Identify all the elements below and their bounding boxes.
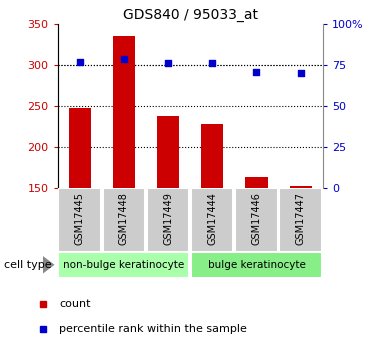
- Bar: [113, 37, 135, 188]
- Bar: [290, 186, 312, 188]
- Text: GSM17446: GSM17446: [252, 192, 262, 245]
- Bar: [147, 188, 189, 252]
- Bar: [191, 252, 322, 278]
- Point: [165, 61, 171, 66]
- Polygon shape: [43, 256, 55, 274]
- Bar: [157, 116, 179, 188]
- Text: GSM17447: GSM17447: [296, 192, 306, 245]
- Text: percentile rank within the sample: percentile rank within the sample: [59, 324, 247, 334]
- Bar: [201, 124, 223, 188]
- Bar: [279, 188, 322, 252]
- Text: GSM17448: GSM17448: [119, 192, 129, 245]
- Text: cell type: cell type: [4, 260, 51, 270]
- Bar: [103, 188, 145, 252]
- Bar: [245, 177, 267, 188]
- Text: GSM17444: GSM17444: [207, 192, 217, 245]
- Bar: [69, 108, 91, 188]
- Bar: [58, 188, 101, 252]
- Bar: [58, 252, 189, 278]
- Point: [298, 70, 303, 76]
- Bar: [191, 188, 233, 252]
- Bar: [235, 188, 278, 252]
- Text: GSM17445: GSM17445: [75, 192, 85, 245]
- Point: [209, 61, 215, 66]
- Title: GDS840 / 95033_at: GDS840 / 95033_at: [123, 8, 257, 22]
- Text: count: count: [59, 299, 91, 309]
- Text: GSM17449: GSM17449: [163, 192, 173, 245]
- Point: [121, 56, 127, 61]
- Text: non-bulge keratinocyte: non-bulge keratinocyte: [63, 260, 184, 270]
- Text: bulge keratinocyte: bulge keratinocyte: [207, 260, 305, 270]
- Point: [253, 69, 259, 75]
- Point: [77, 59, 83, 65]
